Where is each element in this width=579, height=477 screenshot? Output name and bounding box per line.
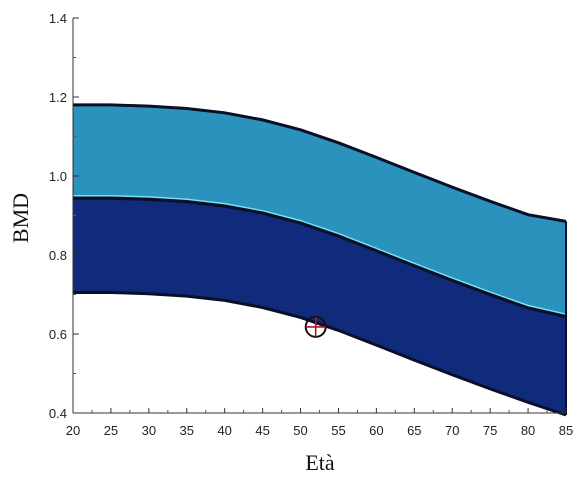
x-tick-label: 45 — [255, 423, 269, 438]
y-tick-label: 1.4 — [49, 11, 67, 26]
x-tick-label: 85 — [559, 423, 573, 438]
x-tick-label: 75 — [483, 423, 497, 438]
y-tick-label: 0.4 — [49, 406, 67, 421]
bands-layer — [73, 104, 566, 415]
boundary-lines — [73, 103, 567, 417]
y-tick-label: 1.2 — [49, 90, 67, 105]
circle-plus-icon — [304, 315, 327, 338]
middle-boundary-highlight — [73, 194, 567, 315]
x-axis-title: Età — [305, 450, 335, 475]
y-ticks: 0.4 0.6 0.8 1.0 1.2 1.4 — [49, 11, 79, 421]
y-axis-title: BMD — [8, 193, 33, 243]
y-tick-label: 0.6 — [49, 327, 67, 342]
upper-band-area — [73, 104, 566, 317]
x-tick-label: 70 — [445, 423, 459, 438]
x-tick-label: 80 — [521, 423, 535, 438]
x-tick-label: 40 — [217, 423, 231, 438]
y-tick-label: 0.8 — [49, 248, 67, 263]
x-ticks: 20 25 30 35 40 45 50 55 60 65 70 75 80 85 — [66, 408, 573, 438]
y-tick-label: 1.0 — [49, 169, 67, 184]
lower-band-area — [73, 197, 566, 415]
x-tick-label: 25 — [104, 423, 118, 438]
x-tick-label: 35 — [180, 423, 194, 438]
x-tick-label: 50 — [293, 423, 307, 438]
lower-boundary-line — [73, 291, 567, 417]
x-tick-label: 20 — [66, 423, 80, 438]
middle-boundary-line — [73, 195, 567, 319]
upper-boundary-line — [73, 103, 567, 223]
x-tick-label: 60 — [369, 423, 383, 438]
x-tick-label: 30 — [142, 423, 156, 438]
x-tick-label: 55 — [331, 423, 345, 438]
x-tick-label: 65 — [407, 423, 421, 438]
patient-marker — [304, 315, 327, 338]
